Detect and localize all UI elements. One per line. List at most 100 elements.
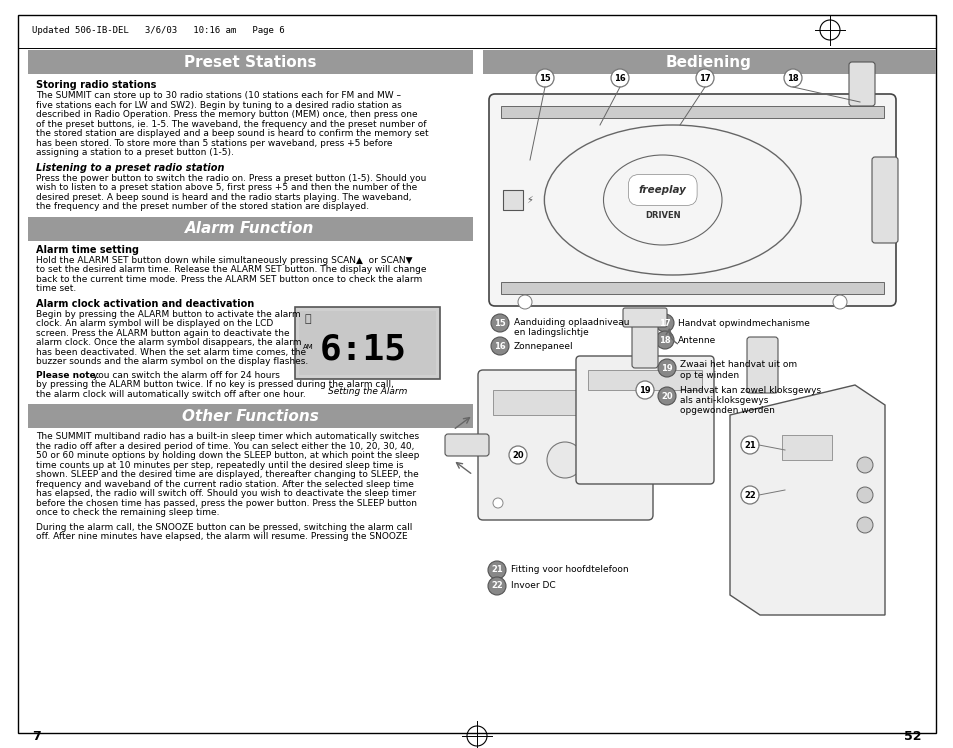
- Text: Preset Stations: Preset Stations: [184, 55, 315, 70]
- Text: the radio off after a desired period of time. You can select either the 10, 20, : the radio off after a desired period of …: [36, 441, 414, 450]
- Text: 17: 17: [659, 319, 670, 328]
- Text: shown. SLEEP and the desired time are displayed, thereafter changing to SLEEP, t: shown. SLEEP and the desired time are di…: [36, 470, 418, 479]
- Text: Handvat opwindmechanisme: Handvat opwindmechanisme: [678, 319, 809, 328]
- Text: Invoer DC: Invoer DC: [511, 581, 555, 590]
- Text: 21: 21: [491, 565, 502, 574]
- Text: 15: 15: [538, 73, 550, 82]
- Text: 20: 20: [512, 450, 523, 459]
- Circle shape: [636, 381, 654, 399]
- Text: 50 or 60 minute options by holding down the SLEEP button, at which point the sle: 50 or 60 minute options by holding down …: [36, 451, 419, 460]
- Text: During the alarm call, the SNOOZE button can be pressed, switching the alarm cal: During the alarm call, the SNOOZE button…: [36, 523, 412, 532]
- Text: once to check the remaining sleep time.: once to check the remaining sleep time.: [36, 508, 219, 517]
- Text: Aanduiding oplaadniveau: Aanduiding oplaadniveau: [514, 318, 629, 327]
- Text: Alarm time setting: Alarm time setting: [36, 245, 139, 254]
- Bar: [28, 50, 473, 74]
- Circle shape: [658, 359, 676, 377]
- Text: Listening to a preset radio station: Listening to a preset radio station: [36, 162, 224, 173]
- Text: off. After nine minutes have elapsed, the alarm will resume. Pressing the SNOOZE: off. After nine minutes have elapsed, th…: [36, 532, 407, 541]
- Text: you can switch the alarm off for 24 hours: you can switch the alarm off for 24 hour…: [90, 370, 279, 379]
- Circle shape: [509, 446, 526, 464]
- Text: screen. Press the ALARM button again to deactivate the: screen. Press the ALARM button again to …: [36, 328, 290, 337]
- Text: has been deactivated. When the set alarm time comes, the: has been deactivated. When the set alarm…: [36, 348, 306, 357]
- FancyBboxPatch shape: [631, 312, 658, 368]
- Bar: [500, 106, 883, 118]
- Circle shape: [696, 69, 713, 87]
- Text: en ladingslichtje: en ladingslichtje: [514, 328, 588, 337]
- FancyBboxPatch shape: [477, 370, 652, 520]
- Text: Zwaai het handvat uit om: Zwaai het handvat uit om: [679, 360, 797, 369]
- Circle shape: [488, 577, 505, 595]
- Polygon shape: [729, 385, 884, 615]
- Text: 22: 22: [491, 581, 502, 590]
- Text: Alarm Function: Alarm Function: [185, 221, 314, 236]
- Text: Please note:: Please note:: [36, 370, 99, 379]
- FancyBboxPatch shape: [871, 157, 897, 243]
- Text: 16: 16: [614, 73, 625, 82]
- Circle shape: [658, 387, 676, 405]
- Text: 22: 22: [743, 491, 755, 500]
- Text: the alarm clock will automatically switch off after one hour.: the alarm clock will automatically switc…: [36, 390, 305, 399]
- Text: 21: 21: [743, 441, 755, 450]
- Circle shape: [488, 561, 505, 579]
- Circle shape: [856, 487, 872, 503]
- Text: time set.: time set.: [36, 284, 76, 293]
- Circle shape: [491, 337, 509, 355]
- Text: Zonnepaneel: Zonnepaneel: [514, 342, 573, 351]
- Text: 15: 15: [494, 319, 505, 328]
- Bar: [493, 390, 638, 415]
- Circle shape: [856, 457, 872, 473]
- Circle shape: [610, 69, 628, 87]
- Text: AM: AM: [303, 343, 314, 349]
- Text: ⏰: ⏰: [305, 314, 312, 325]
- Text: Setting the Alarm: Setting the Alarm: [328, 387, 407, 396]
- FancyBboxPatch shape: [576, 356, 713, 484]
- FancyBboxPatch shape: [444, 434, 489, 456]
- Text: alarm clock. Once the alarm symbol disappears, the alarm: alarm clock. Once the alarm symbol disap…: [36, 338, 301, 347]
- Circle shape: [546, 442, 582, 478]
- Text: wish to listen to a preset station above 5, first press +5 and then the number o: wish to listen to a preset station above…: [36, 183, 416, 192]
- Bar: [482, 50, 935, 74]
- Circle shape: [856, 517, 872, 533]
- FancyBboxPatch shape: [489, 94, 895, 306]
- Text: Bediening: Bediening: [665, 55, 751, 70]
- Bar: [294, 307, 439, 378]
- Text: Storing radio stations: Storing radio stations: [36, 80, 156, 90]
- Text: Antenne: Antenne: [678, 336, 716, 345]
- Bar: [28, 404, 473, 428]
- Text: Fitting voor hoofdtelefoon: Fitting voor hoofdtelefoon: [511, 565, 628, 574]
- Circle shape: [536, 69, 554, 87]
- Circle shape: [832, 295, 846, 309]
- Text: 7: 7: [32, 729, 41, 743]
- Text: the stored station are displayed and a beep sound is heard to confirm the memory: the stored station are displayed and a b…: [36, 129, 428, 138]
- Bar: [28, 216, 473, 241]
- Circle shape: [656, 331, 673, 349]
- Text: time counts up at 10 minutes per step, repeatedly until the desired sleep time i: time counts up at 10 minutes per step, r…: [36, 461, 403, 470]
- Text: buzzer sounds and the alarm symbol on the display flashes.: buzzer sounds and the alarm symbol on th…: [36, 357, 308, 366]
- Text: before the chosen time has passed, press the power button. Press the SLEEP butto: before the chosen time has passed, press…: [36, 498, 416, 507]
- Text: by pressing the ALARM button twice. If no key is pressed during the alarm call,: by pressing the ALARM button twice. If n…: [36, 380, 394, 389]
- Text: 16: 16: [494, 342, 505, 351]
- Text: described in Radio Operation. Press the memory button (MEM) once, then press one: described in Radio Operation. Press the …: [36, 110, 417, 119]
- Text: The SUMMIT can store up to 30 radio stations (10 stations each for FM and MW –: The SUMMIT can store up to 30 radio stat…: [36, 91, 400, 100]
- Text: Press the power button to switch the radio on. Press a preset button (1-5). Shou: Press the power button to switch the rad…: [36, 174, 426, 183]
- Circle shape: [740, 436, 759, 454]
- Text: The SUMMIT multiband radio has a built-in sleep timer which automatically switch: The SUMMIT multiband radio has a built-i…: [36, 432, 418, 441]
- Text: has elapsed, the radio will switch off. Should you wish to deactivate the sleep : has elapsed, the radio will switch off. …: [36, 489, 416, 498]
- Bar: [502, 190, 522, 210]
- Text: clock. An alarm symbol will be displayed on the LCD: clock. An alarm symbol will be displayed…: [36, 319, 273, 328]
- Circle shape: [783, 69, 801, 87]
- Text: 17: 17: [699, 73, 710, 82]
- Circle shape: [493, 498, 502, 508]
- Text: to set the desired alarm time. Release the ALARM SET button. The display will ch: to set the desired alarm time. Release t…: [36, 265, 426, 274]
- Circle shape: [740, 486, 759, 504]
- Text: 6:15: 6:15: [319, 333, 407, 367]
- Bar: [587, 370, 701, 390]
- Text: 19: 19: [639, 385, 650, 394]
- Text: desired preset. A beep sound is heard and the radio starts playing. The waveband: desired preset. A beep sound is heard an…: [36, 192, 411, 201]
- Text: assigning a station to a preset button (1-5).: assigning a station to a preset button (…: [36, 148, 233, 157]
- Bar: [298, 310, 436, 375]
- Text: opgewonden worden: opgewonden worden: [679, 406, 774, 415]
- Text: Hold the ALARM SET button down while simultaneously pressing SCAN▲  or SCAN▼: Hold the ALARM SET button down while sim…: [36, 256, 412, 265]
- Text: op te winden: op te winden: [679, 371, 739, 380]
- Circle shape: [491, 314, 509, 332]
